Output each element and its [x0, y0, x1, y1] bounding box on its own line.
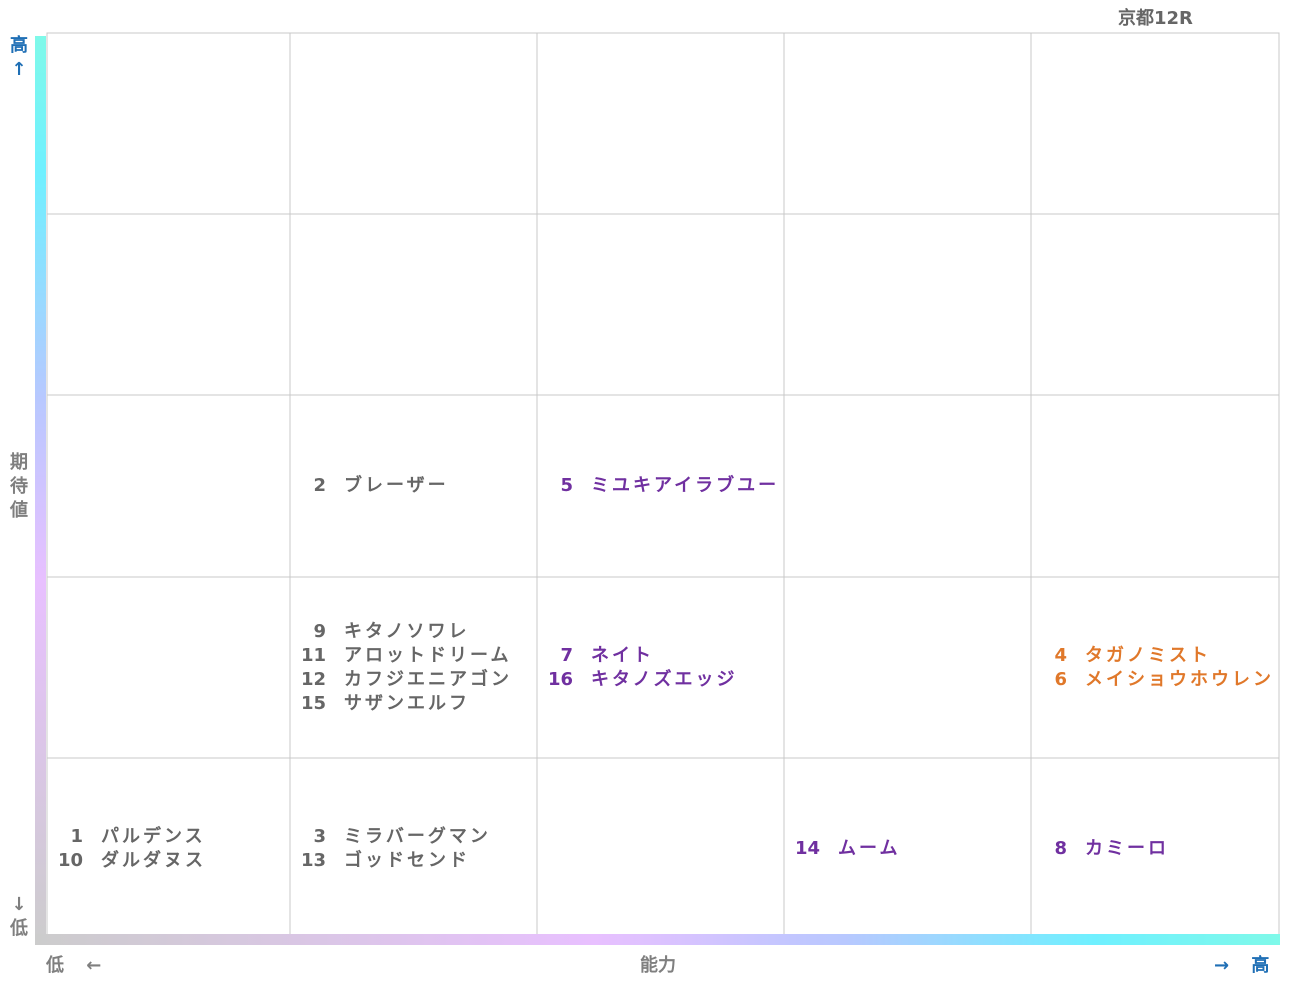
- horse-number: 13: [300, 849, 326, 871]
- horse-name: メイショウホウレン: [1085, 668, 1274, 690]
- x-label: 能力: [640, 955, 676, 976]
- horse-name: ネイト: [591, 644, 654, 666]
- y-high: 高↑: [10, 35, 28, 80]
- horse-number: 10: [57, 849, 83, 871]
- y-axis-bar: [35, 36, 46, 944]
- horse-name: ムーム: [838, 837, 901, 859]
- horse-name: サザンエルフ: [344, 692, 470, 714]
- horse-name: ダルダヌス: [101, 849, 206, 871]
- horse-number: 4: [1054, 644, 1067, 666]
- title: 京都12R: [1118, 8, 1193, 29]
- horse-number: 3: [313, 825, 326, 847]
- horse-name: アロットドリーム: [344, 644, 512, 666]
- horse-number: 7: [560, 644, 573, 666]
- horse-number: 12: [300, 668, 326, 690]
- horse-number: 1: [70, 825, 83, 847]
- x-low: 低 ←: [46, 955, 110, 976]
- x-high: → 高: [1214, 955, 1278, 976]
- horse-number: 9: [313, 620, 326, 642]
- horse-name: ブレーザー: [344, 474, 449, 496]
- horse-number: 2: [313, 474, 326, 496]
- horse-number: 8: [1054, 837, 1067, 859]
- horse-name: カミーロ: [1085, 837, 1169, 859]
- horse-name: タガノミスト: [1085, 644, 1211, 666]
- horse-number: 5: [560, 474, 573, 496]
- horse-name: キタノズエッジ: [591, 668, 738, 690]
- horse-name: ミラバーグマン: [344, 825, 491, 847]
- horse-name: キタノソワレ: [344, 620, 470, 642]
- y-low: ↓低: [10, 894, 28, 939]
- horse-name: ミユキアイラブユー: [591, 474, 780, 496]
- horse-name: カフジエニアゴン: [344, 668, 512, 690]
- horse-number: 16: [547, 668, 573, 690]
- x-axis-bar: [35, 934, 1280, 945]
- y-label: 期待値: [10, 452, 28, 521]
- horse-number: 11: [300, 644, 326, 666]
- horse-number: 15: [300, 692, 326, 714]
- horse-number: 6: [1054, 668, 1067, 690]
- horse-name: ゴッドセンド: [344, 849, 470, 871]
- horse-name: パルデンス: [101, 825, 206, 847]
- horse-number: 14: [794, 837, 820, 859]
